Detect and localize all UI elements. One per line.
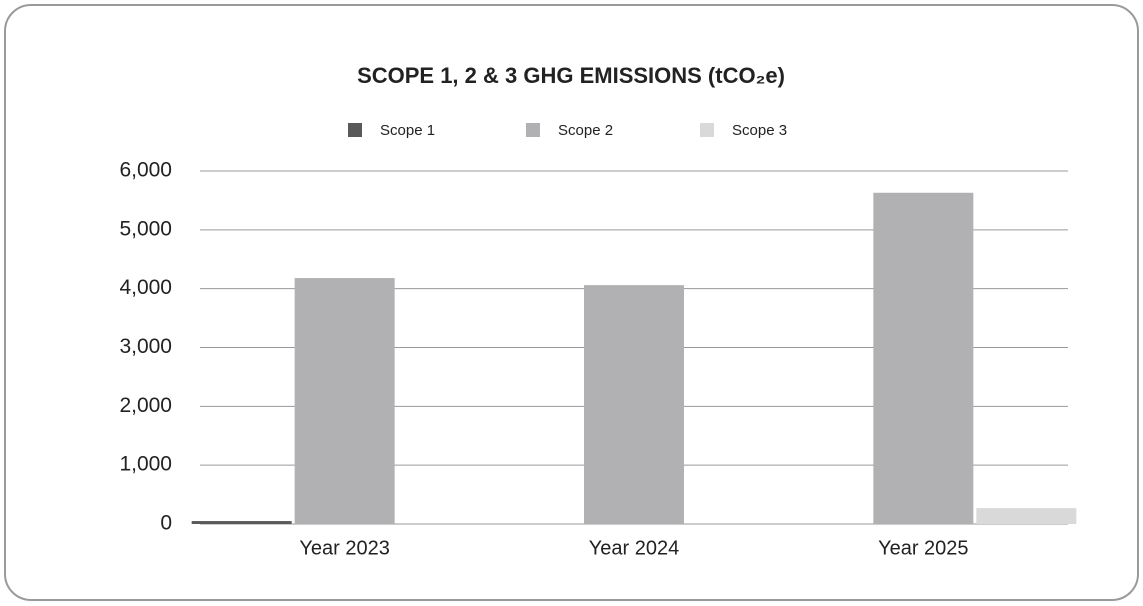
legend-label: Scope 3 [732, 122, 787, 139]
card [4, 4, 1139, 601]
bar [191, 521, 292, 524]
legend-swatch [348, 123, 362, 137]
chart-title: SCOPE 1, 2 & 3 GHG EMISSIONS (tCO₂e) [357, 63, 785, 88]
legend-label: Scope 2 [558, 122, 613, 139]
y-tick-label: 4,000 [119, 276, 172, 299]
x-tick-label: Year 2025 [878, 537, 968, 559]
y-tick-label: 0 [160, 512, 172, 535]
x-tick-label: Year 2023 [299, 537, 389, 559]
y-tick-label: 1,000 [119, 453, 172, 476]
bar [873, 192, 974, 525]
bar [584, 285, 684, 524]
x-tick-label: Year 2024 [589, 537, 679, 559]
y-tick-label: 6,000 [119, 159, 172, 182]
legend-label: Scope 1 [380, 122, 435, 139]
legend-swatch [526, 123, 540, 137]
bar [976, 508, 1077, 524]
legend-swatch [700, 123, 714, 137]
y-tick-label: 5,000 [119, 217, 172, 240]
bar [294, 278, 395, 524]
y-tick-label: 2,000 [119, 394, 172, 417]
y-tick-label: 3,000 [119, 335, 172, 358]
